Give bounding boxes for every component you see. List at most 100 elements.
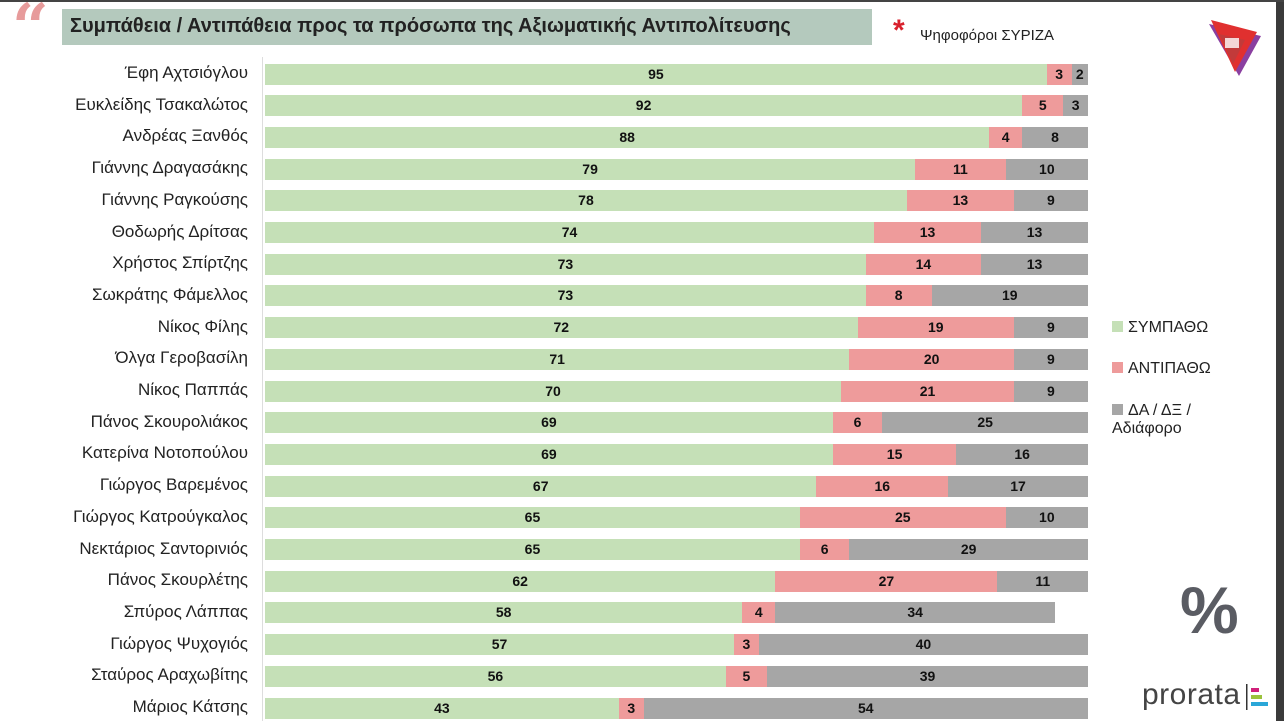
bar-segment-antipatho: 27 xyxy=(775,570,998,592)
bar-segment-sympatho: 65 xyxy=(265,507,800,529)
bar-segment-antipatho: 4 xyxy=(742,602,776,624)
bar-segment-da-dx: 19 xyxy=(931,285,1088,307)
bar-segment-da-dx: 16 xyxy=(956,443,1088,465)
category-label: Σωκράτης Φάμελλος xyxy=(91,284,248,304)
bar-segment-da-dx: 9 xyxy=(1013,317,1088,339)
bar-segment-sympatho: 92 xyxy=(265,95,1023,117)
prorata-logo: prorata xyxy=(1142,678,1241,711)
legend-item: ΑΝΤΙΠΑΘΩ xyxy=(1112,360,1211,378)
bar-segment-da-dx: 25 xyxy=(882,412,1088,434)
bar-segment-sympatho: 56 xyxy=(265,665,726,687)
bar-segment-antipatho: 20 xyxy=(849,348,1014,370)
category-label: Πάνος Σκουρλέτης xyxy=(107,570,248,590)
category-label: Νεκτάριος Σαντορινιός xyxy=(79,538,248,558)
category-label: Πάνος Σκουρολιάκος xyxy=(90,411,248,431)
syriza-logo-icon xyxy=(1209,20,1261,76)
bar-segment-antipatho: 13 xyxy=(906,190,1014,212)
bar-segment-sympatho: 72 xyxy=(265,317,858,339)
bar-segment-antipatho: 15 xyxy=(832,443,957,465)
legend-label: ΑΝΤΙΠΑΘΩ xyxy=(1128,360,1211,377)
legend-swatch-icon xyxy=(1112,404,1123,415)
quote-mark-icon: “ xyxy=(12,0,49,65)
bar-segment-sympatho: 69 xyxy=(265,412,833,434)
legend-label: ΣΥΜΠΑΘΩ xyxy=(1128,319,1209,336)
prorata-logo-icon xyxy=(1246,684,1268,710)
category-label: Μάριος Κάτσης xyxy=(132,697,248,716)
window-border xyxy=(1276,2,1284,721)
bar-segment-da-dx: 29 xyxy=(849,539,1088,560)
category-label: Ευκλείδης Τσακαλώτος xyxy=(75,94,248,114)
chart-subtitle: Ψηφοφόροι ΣΥΡΙΖΑ xyxy=(920,27,1055,44)
legend-swatch-icon xyxy=(1112,321,1123,332)
bar-segment-sympatho: 74 xyxy=(265,222,875,243)
bar-segment-da-dx: 8 xyxy=(1022,126,1088,148)
bar-segment-sympatho: 69 xyxy=(265,443,833,465)
bar-segment-da-dx: 11 xyxy=(997,570,1088,592)
legend-label: ΔΑ / ΔΞ / Αδιάφορο xyxy=(1112,402,1191,437)
bar-segment-da-dx: 54 xyxy=(643,697,1088,719)
bar-segment-antipatho: 21 xyxy=(841,380,1014,402)
bar-segment-da-dx: 17 xyxy=(948,475,1088,497)
bar-segment-da-dx: 39 xyxy=(767,665,1088,687)
legend-item: ΣΥΜΠΑΘΩ xyxy=(1112,319,1208,337)
bar-segment-sympatho: 67 xyxy=(265,475,817,497)
category-label: Χρήστος Σπίρτζης xyxy=(112,253,248,273)
bar-segment-antipatho: 25 xyxy=(799,507,1006,529)
legend-swatch-icon xyxy=(1112,362,1123,373)
bar-segment-antipatho: 6 xyxy=(832,412,883,434)
bar-segment-sympatho: 79 xyxy=(265,158,916,180)
bar-segment-antipatho: 19 xyxy=(857,317,1014,339)
bar-segment-sympatho: 70 xyxy=(265,380,842,402)
bar-segment-antipatho: 3 xyxy=(1046,63,1072,85)
category-label: Σταύρος Αραχωβίτης xyxy=(91,665,248,685)
category-label: Κατερίνα Νοτοπούλου xyxy=(81,443,248,463)
category-label: Όλγα Γεροβασίλη xyxy=(115,348,248,368)
category-label: Γιώργος Ψυχογιός xyxy=(110,633,248,653)
bar-segment-sympatho: 57 xyxy=(265,634,735,656)
bar-segment-sympatho: 62 xyxy=(265,570,776,592)
bar-segment-sympatho: 95 xyxy=(265,63,1047,85)
category-label: Γιάννης Δραγασάκης xyxy=(91,158,248,178)
chart-title: Συμπάθεια / Αντιπάθεια προς τα πρόσωπα τ… xyxy=(70,15,791,37)
category-label: Έφη Αχτσιόγλου xyxy=(124,63,248,82)
category-label: Νίκος Παππάς xyxy=(137,380,248,399)
percent-icon: % xyxy=(1180,573,1239,647)
category-label: Νίκος Φίλης xyxy=(157,316,248,336)
bar-segment-antipatho: 4 xyxy=(989,126,1023,148)
bar-segment-antipatho: 8 xyxy=(865,285,932,307)
bar-segment-sympatho: 73 xyxy=(265,253,866,275)
bar-segment-sympatho: 78 xyxy=(265,190,907,212)
title-banner: Συμπάθεια / Αντιπάθεια προς τα πρόσωπα τ… xyxy=(62,9,872,45)
bar-segment-da-dx: 13 xyxy=(981,253,1088,275)
bar-segment-sympatho: 65 xyxy=(265,539,800,560)
category-label: Σπύρος Λάππας xyxy=(123,601,248,621)
bar-segment-antipatho: 14 xyxy=(865,253,981,275)
category-label: Γιώργος Βαρεμένος xyxy=(99,475,248,495)
bar-segment-sympatho: 71 xyxy=(265,348,850,370)
bar-segment-antipatho: 11 xyxy=(915,158,1006,180)
bar-segment-da-dx: 2 xyxy=(1071,63,1088,85)
asterisk-icon: * xyxy=(893,14,905,47)
bar-segment-sympatho: 43 xyxy=(265,697,619,719)
category-label: Γιάννης Ραγκούσης xyxy=(101,189,248,209)
category-label: Ανδρέας Ξανθός xyxy=(122,126,248,146)
bar-segment-antipatho: 13 xyxy=(874,222,981,243)
category-label: Θοδωρής Δρίτσας xyxy=(111,221,248,241)
bar-segment-antipatho: 16 xyxy=(816,475,949,497)
bar-segment-da-dx: 3 xyxy=(1063,95,1088,117)
bar-segment-da-dx: 10 xyxy=(1005,507,1088,529)
bar-segment-sympatho: 73 xyxy=(265,285,866,307)
category-axis-line xyxy=(262,57,263,721)
bar-segment-sympatho: 88 xyxy=(265,126,990,148)
bar-segment-da-dx: 10 xyxy=(1005,158,1088,180)
bar-segment-da-dx: 13 xyxy=(981,222,1088,243)
bar-segment-da-dx: 34 xyxy=(775,602,1056,624)
bar-segment-antipatho: 5 xyxy=(1022,95,1064,117)
legend-item: ΔΑ / ΔΞ / Αδιάφορο xyxy=(1112,402,1232,438)
bar-segment-antipatho: 6 xyxy=(799,539,850,560)
bar-segment-da-dx: 40 xyxy=(758,634,1088,656)
bar-segment-antipatho: 5 xyxy=(725,665,768,687)
bar-segment-antipatho: 3 xyxy=(734,634,759,656)
bar-segment-da-dx: 9 xyxy=(1013,190,1088,212)
